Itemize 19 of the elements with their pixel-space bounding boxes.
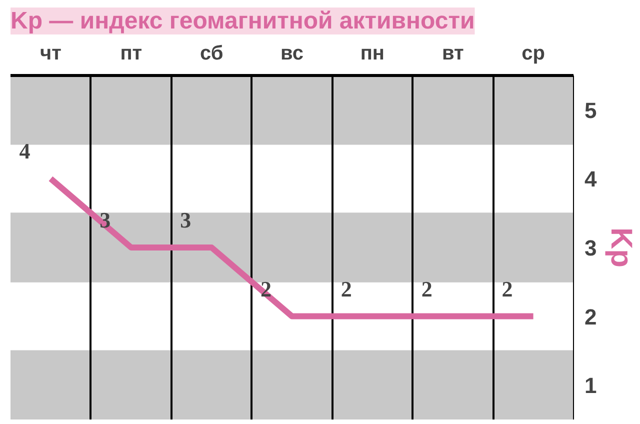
data-label: 3	[180, 208, 192, 232]
x-tick-label: пт	[120, 42, 142, 64]
y-axis-title: Kp	[604, 228, 638, 268]
data-label: 4	[19, 138, 30, 164]
x-tick-label: вт	[442, 42, 464, 64]
y-tick-label: 5	[584, 98, 597, 123]
x-tick-label: чт	[40, 42, 62, 64]
chart-title: Kp — индекс геомагнитной активности	[10, 8, 475, 34]
data-label: 2	[421, 276, 432, 302]
x-tick-label: пн	[360, 42, 385, 64]
x-tick-label: ср	[522, 42, 545, 64]
y-tick-label: 3	[584, 236, 597, 260]
data-label: 2	[340, 276, 352, 302]
data-label: 2	[502, 276, 513, 302]
y-tick-label: 1	[584, 373, 597, 398]
y-tick-label: 2	[584, 304, 597, 330]
x-tick-label: сб	[200, 42, 224, 64]
y-tick-label: 4	[584, 166, 598, 192]
x-tick-label: вс	[280, 42, 304, 64]
